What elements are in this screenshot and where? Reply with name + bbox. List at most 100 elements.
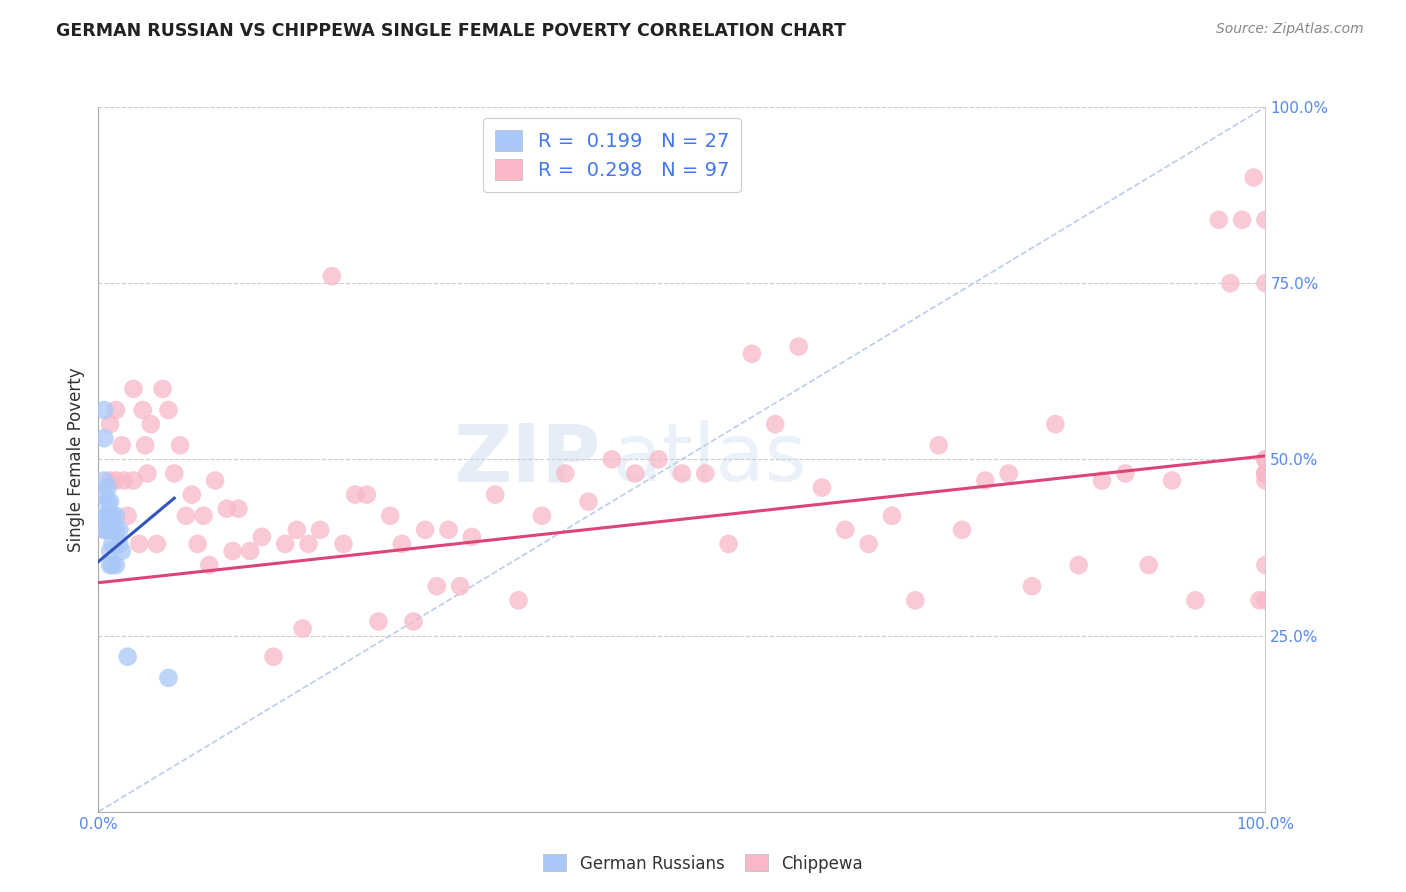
Point	[1254, 467, 1277, 481]
Point	[578, 494, 600, 508]
Point	[449, 579, 471, 593]
Point	[1114, 467, 1136, 481]
Point	[204, 474, 226, 488]
Point	[117, 649, 139, 664]
Legend: German Russians, Chippewa: German Russians, Chippewa	[537, 847, 869, 880]
Point	[1137, 558, 1160, 573]
Point	[904, 593, 927, 607]
Point	[624, 467, 647, 481]
Point	[950, 523, 973, 537]
Point	[101, 508, 124, 523]
Point	[122, 382, 145, 396]
Point	[98, 508, 121, 523]
Point	[297, 537, 319, 551]
Point	[508, 593, 530, 607]
Point	[997, 467, 1019, 481]
Point	[174, 508, 197, 523]
Point	[221, 544, 243, 558]
Point	[169, 438, 191, 452]
Point	[1230, 212, 1253, 227]
Point	[1067, 558, 1090, 573]
Point	[98, 417, 121, 431]
Point	[93, 474, 115, 488]
Point	[104, 474, 127, 488]
Point	[157, 403, 180, 417]
Point	[108, 523, 131, 537]
Point	[104, 558, 127, 573]
Point	[152, 382, 174, 396]
Point	[93, 403, 115, 417]
Point	[671, 467, 693, 481]
Point	[163, 467, 186, 481]
Point	[1254, 277, 1277, 291]
Point	[98, 558, 121, 573]
Point	[198, 558, 221, 573]
Point	[600, 452, 623, 467]
Point	[139, 417, 162, 431]
Point	[1254, 467, 1277, 481]
Point	[93, 487, 115, 501]
Point	[437, 523, 460, 537]
Point	[228, 501, 250, 516]
Point	[530, 508, 553, 523]
Point	[274, 537, 297, 551]
Point	[484, 487, 506, 501]
Point	[1219, 277, 1241, 291]
Point	[974, 474, 997, 488]
Point	[1249, 593, 1271, 607]
Point	[763, 417, 786, 431]
Point	[101, 523, 124, 537]
Point	[344, 487, 367, 501]
Point	[391, 537, 413, 551]
Point	[285, 523, 308, 537]
Point	[834, 523, 856, 537]
Point	[1045, 417, 1067, 431]
Point	[928, 438, 950, 452]
Point	[647, 452, 669, 467]
Point	[380, 508, 402, 523]
Point	[97, 494, 120, 508]
Point	[104, 403, 127, 417]
Text: GERMAN RUSSIAN VS CHIPPEWA SINGLE FEMALE POVERTY CORRELATION CHART: GERMAN RUSSIAN VS CHIPPEWA SINGLE FEMALE…	[56, 22, 846, 40]
Point	[108, 537, 131, 551]
Point	[97, 523, 120, 537]
Point	[1254, 467, 1277, 481]
Point	[1254, 452, 1277, 467]
Point	[880, 508, 903, 523]
Point	[1243, 170, 1265, 185]
Point	[97, 508, 120, 523]
Point	[309, 523, 332, 537]
Text: ZIP: ZIP	[453, 420, 600, 499]
Point	[1254, 558, 1277, 573]
Point	[134, 438, 156, 452]
Text: atlas: atlas	[612, 420, 806, 499]
Point	[117, 508, 139, 523]
Point	[98, 474, 121, 488]
Point	[1254, 467, 1277, 481]
Legend: R =  0.199   N = 27, R =  0.298   N = 97: R = 0.199 N = 27, R = 0.298 N = 97	[484, 118, 741, 192]
Point	[1161, 474, 1184, 488]
Point	[98, 544, 121, 558]
Text: Source: ZipAtlas.com: Source: ZipAtlas.com	[1216, 22, 1364, 37]
Point	[122, 474, 145, 488]
Point	[97, 481, 120, 495]
Point	[112, 474, 135, 488]
Point	[332, 537, 354, 551]
Point	[741, 346, 763, 360]
Point	[367, 615, 389, 629]
Point	[93, 431, 115, 445]
Point	[136, 467, 159, 481]
Point	[93, 523, 115, 537]
Point	[554, 467, 576, 481]
Point	[146, 537, 169, 551]
Point	[1184, 593, 1206, 607]
Point	[104, 523, 127, 537]
Point	[262, 649, 284, 664]
Point	[104, 508, 127, 523]
Point	[787, 340, 810, 354]
Point	[157, 671, 180, 685]
Point	[101, 558, 124, 573]
Point	[215, 501, 238, 516]
Point	[291, 622, 314, 636]
Point	[1208, 212, 1230, 227]
